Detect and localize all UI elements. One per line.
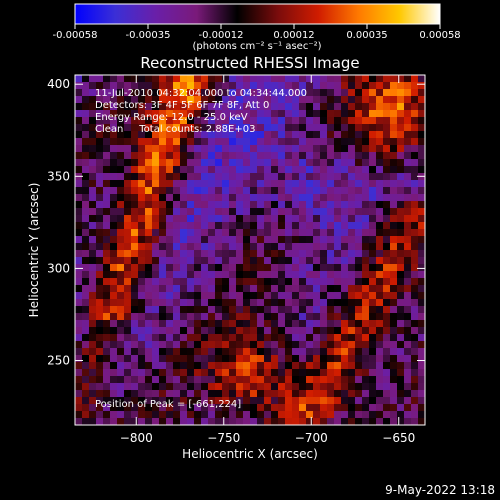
colorbar-ticks: -0.00058 -0.00035 -0.00012 0.00012 0.00035 0.…	[53, 24, 461, 41]
colorbar-tick-label: 0.00035	[346, 30, 387, 41]
y-tick-label: 400	[47, 77, 70, 91]
y-tick-label: 350	[47, 169, 70, 183]
x-tick-label: −650	[382, 431, 415, 445]
y-tick-label: 250	[47, 354, 70, 368]
annotation-clean-counts: Clean Total counts: 2.88E+03	[95, 124, 255, 135]
x-tick-label: −700	[295, 431, 328, 445]
colorbar-tick-label: -0.00035	[126, 30, 171, 41]
colorbar-tick-label: 0.00058	[419, 30, 460, 41]
y-axis-label: Heliocentric Y (arcsec)	[27, 183, 41, 318]
x-tick-label: −750	[207, 431, 240, 445]
annotation-detectors: Detectors: 3F 4F 5F 6F 7F 8F, Att 0	[95, 100, 269, 111]
annotation-peak-position: Position of Peak = [-661,224]	[95, 399, 241, 410]
colorbar-tick-label: -0.00012	[199, 30, 244, 41]
x-tick-label: −800	[120, 431, 153, 445]
annotation-time-range: 11-Jul-2010 04:32:04.000 to 04:34:44.000	[95, 88, 307, 99]
plot-frame	[74, 74, 426, 426]
axis-ticks: −800 −750 −700 −650 250 300 350 400	[47, 75, 425, 445]
x-axis-label: Heliocentric X (arcsec)	[182, 447, 318, 461]
annotation-energy-range: Energy Range: 12.0 - 25.0 keV	[95, 112, 248, 123]
colorbar-units-label: (photons cm⁻² s⁻¹ asec⁻²)	[192, 41, 321, 52]
colorbar-tick-label: 0.00012	[273, 30, 314, 41]
footer-timestamp: 9-May-2022 13:18	[385, 483, 495, 497]
colorbar	[74, 3, 441, 25]
colorbar-tick-label: -0.00058	[53, 30, 98, 41]
heatmap-image	[75, 75, 425, 425]
y-tick-label: 300	[47, 261, 70, 275]
chart-title: Reconstructed RHESSI Image	[140, 54, 359, 72]
